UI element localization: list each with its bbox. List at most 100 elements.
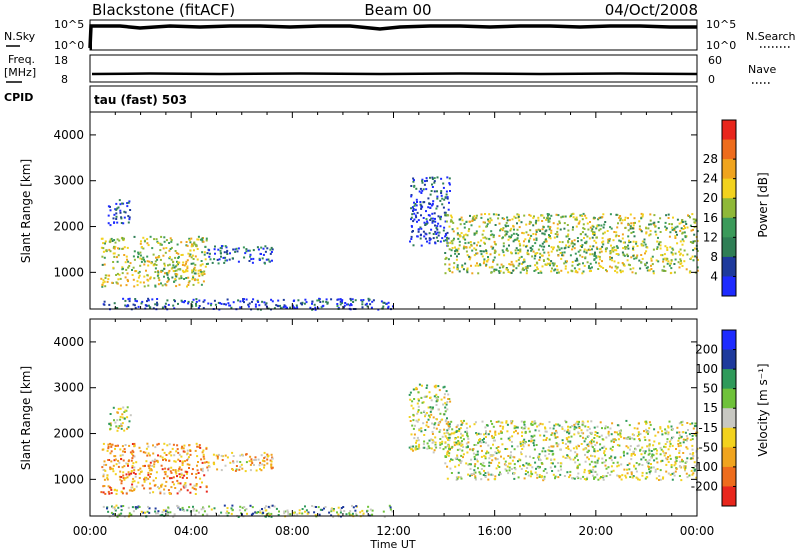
echo-pixel [175,472,178,475]
echo-pixel [200,238,202,241]
echo-pixel [602,478,605,481]
echo-pixel [559,465,562,468]
echo-pixel [624,245,626,248]
echo-pixel [366,305,369,308]
echo-pixel [166,444,169,447]
echo-pixel [505,249,508,251]
echo-pixel [685,460,688,463]
colorbar-swatch [722,330,736,351]
echo-pixel [530,470,533,473]
echo-pixel [420,427,423,430]
echo-pixel [116,419,119,422]
echo-pixel [659,469,662,472]
echo-pixel [582,270,585,273]
echo-pixel [109,250,112,253]
echo-pixel [443,396,446,399]
echo-pixel [508,244,510,247]
echo-pixel [232,460,235,463]
echo-pixel [576,453,579,456]
echo-pixel [154,303,157,306]
echo-pixel [226,507,229,510]
echo-pixel [466,234,469,237]
freq-tick-top: 18 [54,54,68,67]
echo-pixel [576,259,579,262]
echo-pixel [234,250,237,253]
echo-pixel [133,258,136,261]
echo-pixel [494,439,496,442]
echo-pixel [659,217,662,220]
echo-pixel [554,436,557,439]
echo-pixel [188,239,191,242]
echo-pixel [645,227,648,230]
echo-pixel [487,258,490,261]
echo-pixel [433,426,436,429]
echo-pixel [657,227,660,230]
echo-pixel [587,266,590,269]
echo-pixel [148,454,151,457]
echo-pixel [581,244,584,247]
echo-pixel [138,506,141,508]
echo-pixel [196,464,198,467]
echo-pixel [643,241,646,244]
echo-pixel [458,448,461,451]
echo-pixel [369,508,372,511]
echo-pixel [540,462,543,464]
echo-pixel [491,247,494,250]
echo-pixel [544,430,547,433]
echo-pixel [103,478,106,481]
echo-pixel [264,245,267,248]
echo-pixel [550,433,553,436]
echo-pixel [172,476,175,479]
echo-pixel [611,445,614,448]
echo-pixel [110,460,113,463]
echo-pixel [203,457,206,460]
echo-pixel [212,462,215,465]
echo-pixel [457,476,460,479]
echo-pixel [216,468,219,471]
echo-pixel [589,221,591,223]
echo-pixel [177,257,180,259]
echo-pixel [186,265,189,268]
echo-pixel [126,258,128,261]
echo-pixel [667,456,670,458]
echo-pixel [142,451,145,454]
echo-pixel [598,264,601,267]
echo-pixel [621,270,624,273]
echo-pixel [330,514,333,517]
echo-pixel [148,260,151,263]
echo-pixel [184,486,187,488]
echo-pixel [114,488,116,491]
echo-pixel [473,423,476,426]
echo-pixel [593,216,596,219]
echo-pixel [244,470,247,473]
echo-pixel [116,307,119,309]
echo-pixel [506,430,509,433]
echo-pixel [439,225,442,228]
echo-pixel [629,264,631,267]
echo-pixel [163,236,166,239]
echo-pixel [538,476,541,478]
echo-pixel [471,249,474,252]
echo-pixel [467,473,470,476]
echo-pixel [271,504,274,507]
echo-pixel [113,302,116,305]
echo-pixel [593,253,596,256]
echo-pixel [597,255,600,258]
echo-pixel [433,423,436,426]
echo-pixel [444,455,447,458]
echo-pixel [197,269,200,272]
echo-pixel [182,261,185,264]
echo-pixel [332,515,335,518]
echo-pixel [472,216,475,219]
echo-pixel [240,463,243,466]
echo-pixel [419,234,422,237]
echo-pixel [648,449,651,452]
echo-pixel [466,268,469,271]
colorbar-swatch [722,486,736,507]
echo-pixel [603,450,606,453]
echo-pixel [571,477,573,480]
echo-pixel [447,421,450,424]
echo-pixel [112,261,115,263]
echo-pixel [182,271,185,274]
echo-pixel [619,217,622,220]
